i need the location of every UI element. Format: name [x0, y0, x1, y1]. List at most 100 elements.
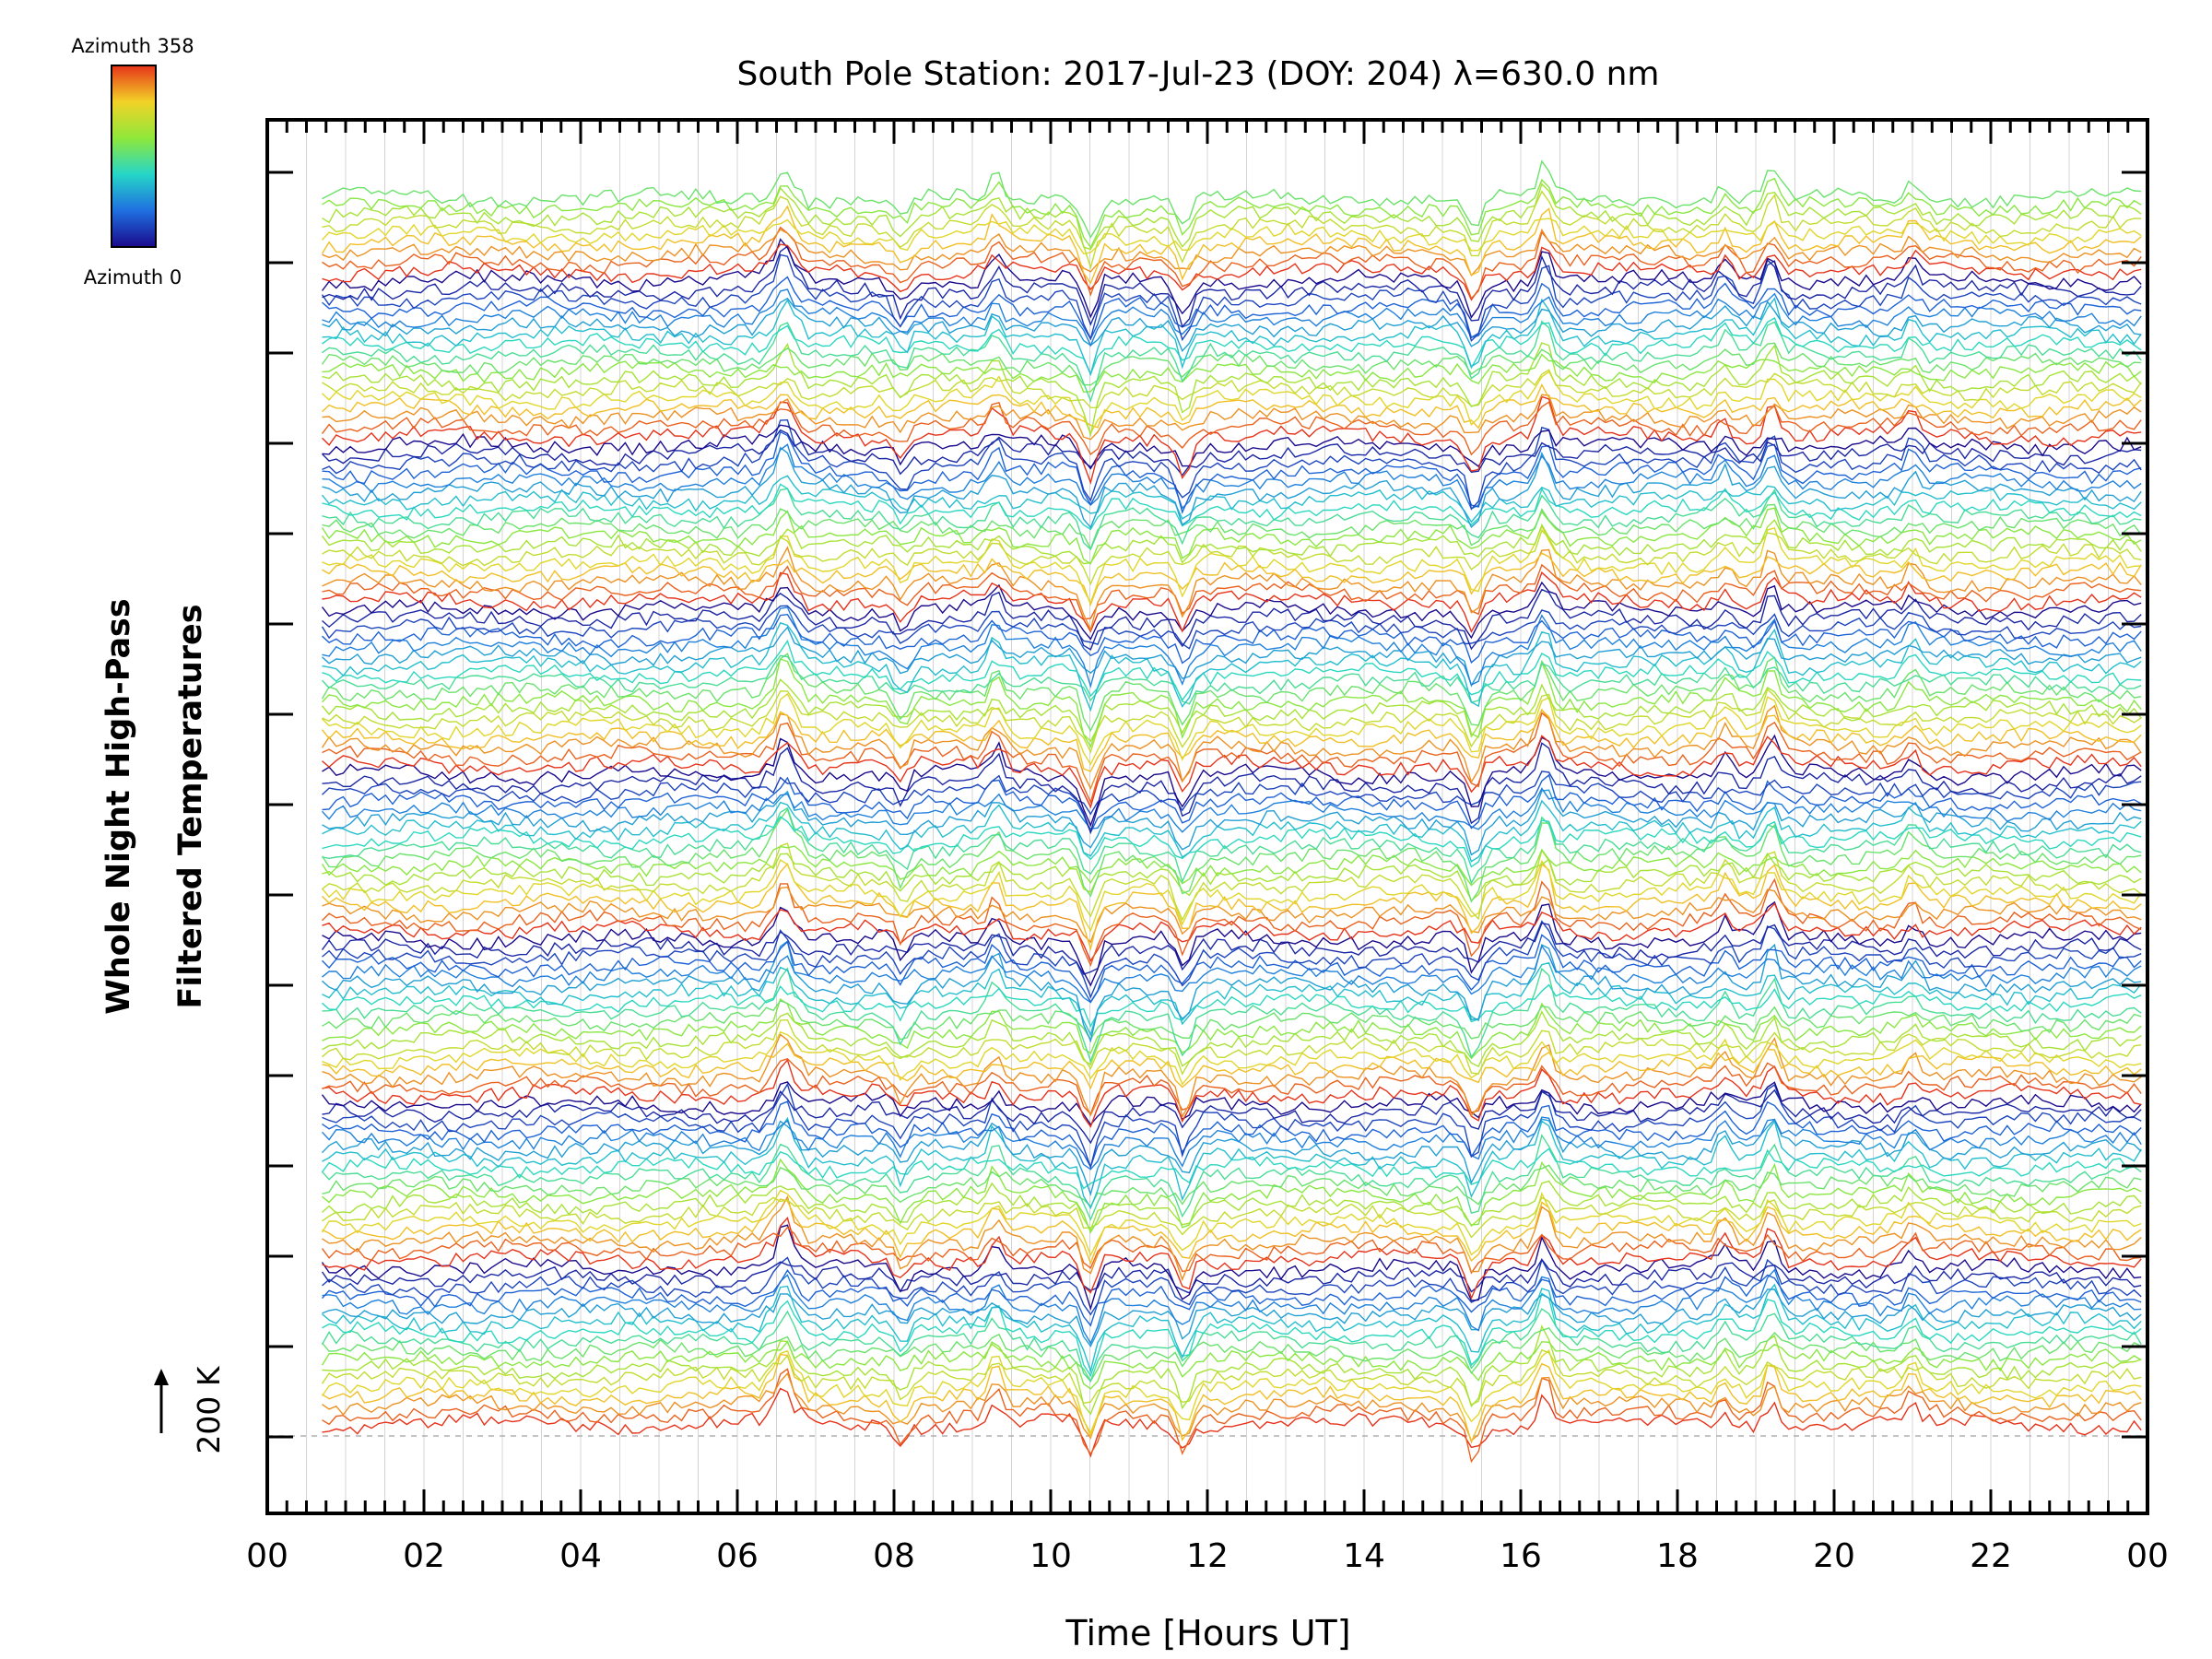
series-line	[322, 983, 2142, 1029]
series-lines	[321, 159, 2142, 1464]
series-line	[322, 1058, 2142, 1116]
y-axis-label-line2: Filtered Temperatures	[172, 604, 209, 1008]
scale-arrow-head	[154, 1369, 169, 1385]
series-line	[322, 1082, 2142, 1170]
series-line	[322, 999, 2142, 1041]
series-line	[322, 1371, 2142, 1442]
series-line	[321, 653, 2142, 733]
series-line	[321, 1348, 2142, 1434]
series-line	[322, 446, 2142, 529]
series-line	[322, 1180, 2142, 1232]
x-tick-label: 12	[1186, 1537, 1229, 1575]
series-line	[321, 1134, 2142, 1221]
colorbar-bottom-label: Azimuth 0	[84, 266, 182, 288]
scale-label: 200 K	[191, 1365, 227, 1453]
series-line	[322, 1164, 2142, 1208]
series-line	[322, 789, 2142, 856]
series-line	[322, 967, 2142, 1064]
chart-title: South Pole Station: 2017-Jul-23 (DOY: 20…	[737, 55, 1660, 93]
series-line	[322, 159, 2142, 239]
series-line	[322, 940, 2142, 1043]
series-line	[322, 1288, 2142, 1347]
series-line	[322, 297, 2142, 352]
series-line	[322, 863, 2142, 952]
series-line	[322, 395, 2142, 485]
x-tick-label: 04	[559, 1537, 602, 1575]
series-line	[322, 369, 2142, 409]
series-line	[322, 1198, 2142, 1265]
series-line	[321, 1258, 2142, 1294]
series-line	[322, 1324, 2142, 1416]
series-line	[322, 920, 2142, 999]
x-tick-label: 18	[1656, 1537, 1699, 1575]
x-tick-label: 02	[403, 1537, 445, 1575]
x-tick-label: 20	[1813, 1537, 1855, 1575]
series-line	[322, 1368, 2142, 1464]
series-line	[322, 900, 2142, 987]
series-line	[322, 371, 2142, 435]
series-line	[322, 524, 2142, 605]
series-line	[322, 443, 2142, 510]
series-line	[321, 1081, 2142, 1126]
series-line	[322, 1100, 2142, 1169]
y-axis-label-line1: Whole Night High-Pass	[100, 598, 137, 1014]
series-line	[322, 688, 2142, 754]
series-line	[322, 483, 2142, 531]
series-line	[322, 735, 2142, 809]
series-line	[322, 1387, 2142, 1458]
series-line	[322, 742, 2142, 835]
series-line	[321, 1189, 2142, 1257]
series-line	[321, 507, 2142, 565]
series-line	[321, 401, 2142, 456]
series-line	[322, 621, 2142, 712]
series-line	[321, 1308, 2142, 1382]
series-line	[322, 276, 2142, 341]
series-line	[321, 342, 2142, 386]
series-line	[322, 773, 2142, 834]
series-line	[321, 704, 2142, 791]
series-line	[321, 845, 2142, 887]
series-line	[322, 658, 2142, 748]
series-line	[322, 571, 2142, 633]
series-line	[322, 712, 2142, 805]
x-tick-label: 16	[1500, 1537, 1542, 1575]
series-line	[322, 424, 2142, 470]
series-line	[321, 1327, 2142, 1382]
series-line	[322, 1268, 2142, 1345]
series-line	[321, 1118, 2142, 1196]
series-line	[321, 253, 2142, 343]
series-line	[322, 771, 2142, 816]
series-line	[322, 1158, 2142, 1234]
series-line	[322, 944, 2142, 1004]
series-line	[322, 1030, 2142, 1086]
x-tick-label: 08	[873, 1537, 915, 1575]
series-line	[322, 320, 2142, 403]
series-line	[322, 353, 2142, 394]
series-line	[322, 243, 2142, 301]
series-line	[321, 519, 2142, 565]
series-line	[321, 205, 2142, 285]
series-line	[321, 678, 2142, 743]
series-line	[322, 546, 2142, 632]
series-line	[322, 430, 2142, 515]
x-axis-label: Time [Hours UT]	[1065, 1613, 1350, 1653]
series-line	[322, 1256, 2142, 1316]
series-line	[321, 475, 2142, 524]
series-line	[321, 858, 2142, 933]
series-line	[321, 787, 2142, 833]
series-line	[322, 1353, 2142, 1444]
series-line	[322, 877, 2142, 968]
series-line	[322, 297, 2142, 377]
series-line	[322, 842, 2142, 922]
series-line	[322, 383, 2142, 429]
series-line	[322, 503, 2142, 551]
x-tick-labels: 00 02 04 06 08 10 12 14 16 18 20 22 00	[246, 1537, 2169, 1575]
series-line	[322, 245, 2142, 328]
series-line	[322, 226, 2142, 300]
series-line	[322, 1018, 2142, 1076]
series-line	[322, 997, 2142, 1060]
series-line	[322, 563, 2142, 620]
series-line	[322, 190, 2142, 270]
series-line	[322, 288, 2142, 347]
